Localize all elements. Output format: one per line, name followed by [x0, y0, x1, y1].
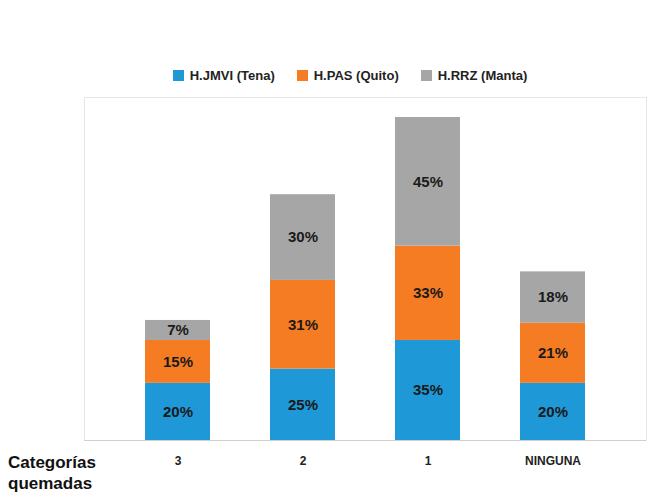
svg-text:30%: 30%	[288, 228, 318, 245]
svg-text:25%: 25%	[288, 396, 318, 413]
svg-text:35%: 35%	[413, 381, 443, 398]
svg-text:33%: 33%	[413, 284, 443, 301]
svg-text:20%: 20%	[163, 403, 193, 420]
svg-text:31%: 31%	[288, 316, 318, 333]
html-text:H.RRZ (Manta): H.RRZ (Manta)	[437, 67, 528, 83]
svg-text:21%: 21%	[538, 344, 568, 361]
svg-text:18%: 18%	[538, 288, 568, 305]
svg-text:20%: 20%	[538, 403, 568, 420]
svg-text:2: 2	[300, 454, 307, 468]
svg-text:3: 3	[175, 454, 182, 468]
html-text:H.JMVI (Tena): H.JMVI (Tena)	[189, 67, 275, 83]
svg-text:45%: 45%	[413, 173, 443, 190]
svg-text:1: 1	[425, 454, 432, 468]
svg-text:NINGUNA: NINGUNA	[525, 454, 581, 468]
html-text:H.PAS (Quito): H.PAS (Quito)	[313, 67, 399, 83]
svg-text:15%: 15%	[163, 353, 193, 370]
svg-text:7%: 7%	[167, 321, 189, 338]
html-text:Categorías quemadas: Categorías quemadas	[8, 453, 96, 493]
